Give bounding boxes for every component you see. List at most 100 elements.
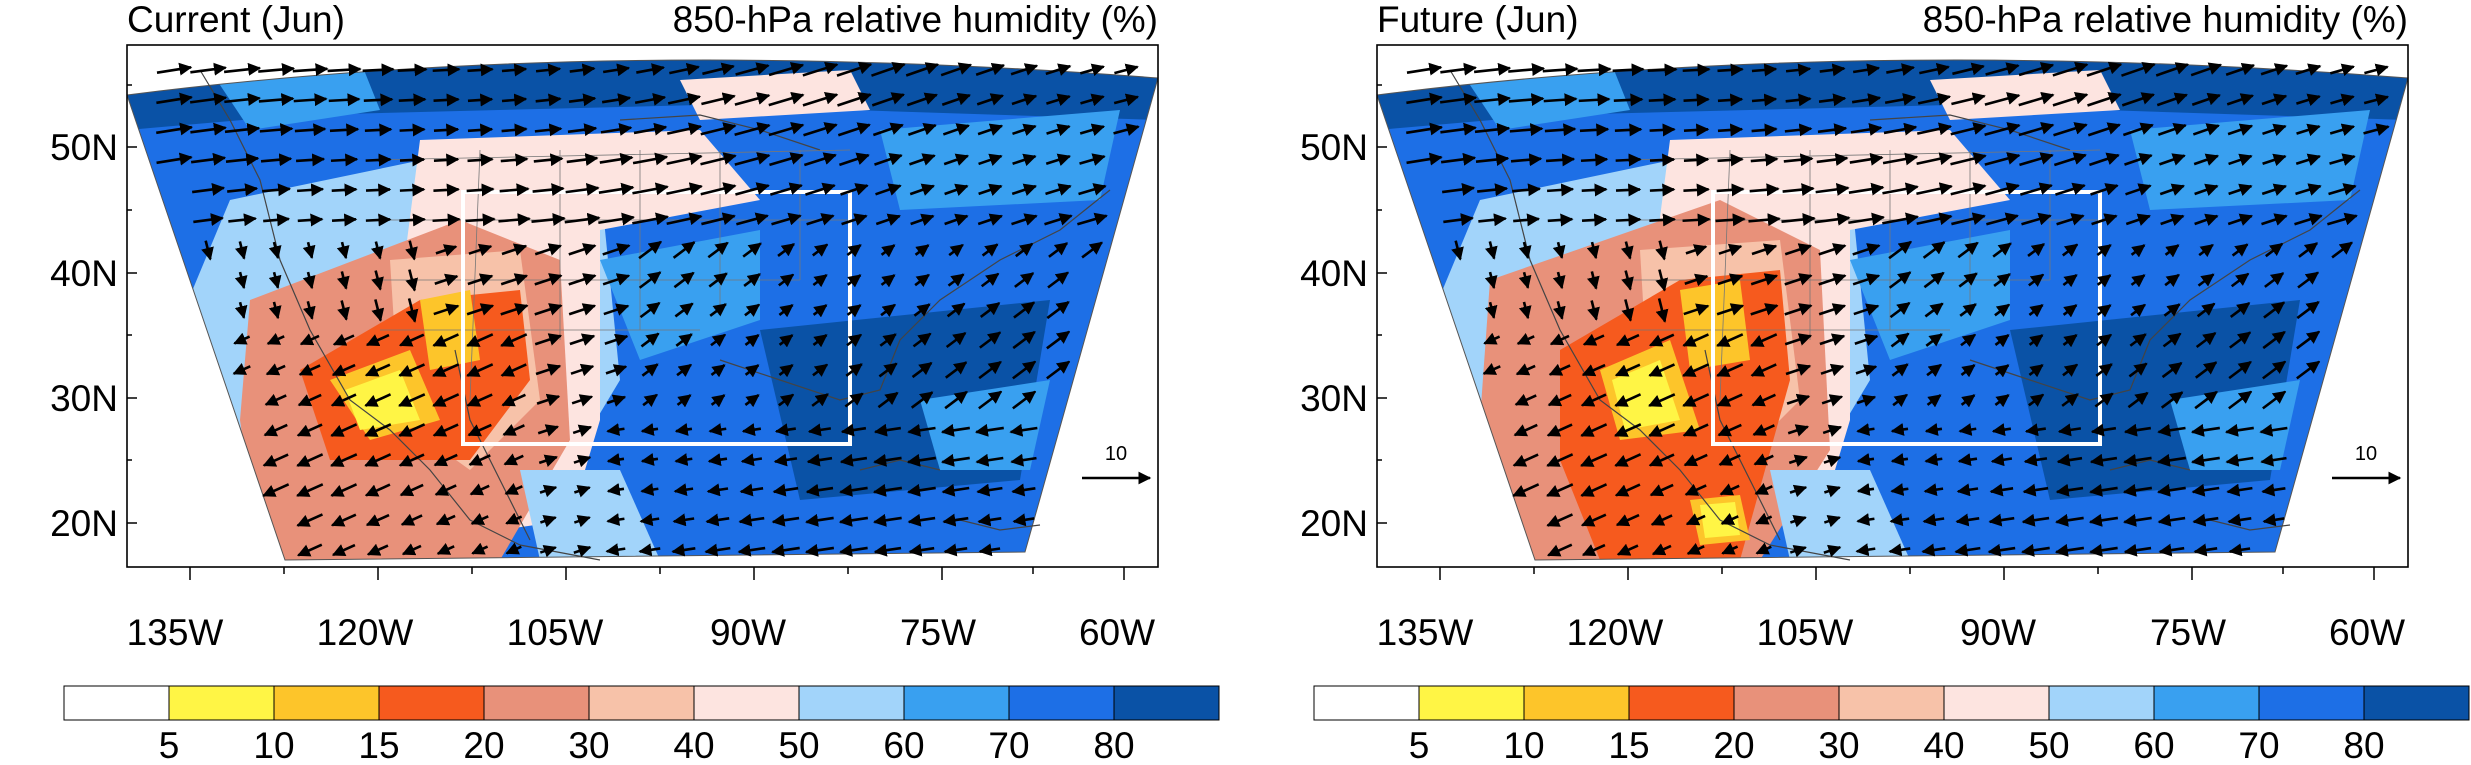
- wind-vector: [467, 123, 494, 137]
- wind-vector: [2263, 301, 2286, 319]
- wind-vector: [329, 123, 360, 137]
- wind-vector: [1823, 484, 1841, 498]
- wind-vector: [2330, 93, 2355, 107]
- wind-vector: [1682, 363, 1710, 377]
- wind-vector: [1952, 62, 1985, 76]
- wind-vector: [604, 333, 629, 347]
- wind-vector: [1580, 153, 1609, 167]
- wind-vector: [1440, 122, 1477, 136]
- wind-vector: [502, 423, 525, 436]
- wind-vector: [336, 241, 350, 260]
- colorbar: 5 10 15 20 30 40 50 60 70 80: [63, 685, 1220, 765]
- wind-vector: [296, 513, 324, 527]
- wind-vector: [734, 122, 771, 136]
- wind-vector: [1546, 483, 1574, 497]
- wind-vector: [910, 391, 934, 409]
- wind-vector: [640, 453, 659, 466]
- wind-vector: [302, 241, 316, 260]
- wind-vector: [1484, 241, 1498, 260]
- colorbar-swatch: [2048, 685, 2155, 721]
- wind-vector: [156, 152, 193, 166]
- colorbar-label: 30: [1818, 725, 1859, 765]
- wind-vector: [1960, 394, 1976, 408]
- wind-vector: [1114, 63, 1139, 77]
- wind-vector: [1113, 123, 1140, 136]
- wind-vector: [804, 543, 835, 557]
- wind-vector: [2087, 122, 2121, 137]
- wind-vector: [1614, 483, 1641, 497]
- wind-vector: [877, 391, 899, 409]
- wind-vector: [1818, 243, 1847, 256]
- wind-vector: [2086, 61, 2123, 77]
- wind-vector: [1717, 63, 1744, 77]
- wind-vector: [1512, 483, 1540, 497]
- wind-vector: [1648, 333, 1675, 347]
- wind-vector: [1719, 483, 1740, 496]
- wind-vector: [667, 92, 702, 106]
- wind-vector: [771, 543, 800, 557]
- wind-vector: [568, 273, 597, 286]
- wind-vector: [880, 274, 896, 288]
- wind-vector: [1547, 543, 1573, 557]
- wind-vector: [1046, 93, 1071, 107]
- wind-vector: [1889, 513, 1910, 527]
- wind-vector: [1612, 63, 1645, 77]
- wind-vector: [976, 483, 1003, 497]
- wind-vector: [2095, 363, 2113, 377]
- wind-vector: [1993, 273, 2011, 287]
- wind-vector: [467, 93, 494, 107]
- wind-vector: [666, 122, 703, 136]
- wind-vector: [1991, 423, 2012, 437]
- wind-vector: [1957, 241, 1979, 259]
- wind-vector: [1683, 303, 1710, 316]
- wind-vector: [156, 92, 193, 106]
- wind-vector: [1508, 93, 1545, 107]
- wind-vector: [947, 273, 965, 287]
- wind-vector: [1817, 123, 1848, 137]
- wind-vector: [1614, 453, 1642, 467]
- colorbar-swatch: [2153, 685, 2260, 721]
- wind-vector: [1923, 483, 1944, 497]
- lat-axis: 50N 40N 30N 20N: [50, 84, 137, 544]
- wind-vector: [707, 453, 728, 467]
- wind-vector: [435, 244, 458, 257]
- wind-vector: [943, 543, 968, 557]
- wind-vector: [2127, 391, 2149, 409]
- wind-vector: [1683, 123, 1710, 137]
- wind-vector: [1925, 333, 1943, 347]
- wind-vector: [773, 453, 798, 467]
- wind-vector: [504, 483, 523, 495]
- colorbar-label: 80: [1093, 725, 1134, 765]
- wind-vector: [1787, 424, 1810, 437]
- wind-vector: [2018, 62, 2055, 77]
- wind-vector: [2294, 213, 2323, 226]
- lon-label-60w: 60W: [1079, 612, 1155, 653]
- wind-vector: [2262, 330, 2286, 350]
- wind-vector: [2089, 483, 2118, 497]
- wind-vector: [1010, 63, 1039, 76]
- wind-vector: [566, 153, 599, 166]
- wind-vector: [1786, 393, 1811, 407]
- wind-vector: [432, 363, 460, 377]
- wind-vector: [2019, 152, 2054, 167]
- wind-vector: [398, 423, 426, 437]
- wind-vector: [666, 152, 703, 166]
- colorbar-label: 10: [253, 725, 294, 765]
- wind-vector: [1684, 483, 1707, 496]
- wind-vector: [465, 213, 496, 227]
- wind-vector: [2061, 393, 2079, 407]
- lat-label-50n: 50N: [50, 127, 118, 168]
- wind-vector: [190, 122, 227, 136]
- wind-vector: [1882, 212, 1919, 226]
- wind-vector: [1717, 153, 1744, 167]
- colorbar-swatch: [693, 685, 800, 721]
- wind-vector: [1922, 513, 1945, 527]
- wind-vector: [365, 183, 392, 197]
- lon-label-105w: 105W: [1757, 612, 1854, 653]
- wind-vector: [1046, 360, 1071, 380]
- wind-vector: [2024, 423, 2046, 437]
- wind-vector: [2261, 483, 2286, 497]
- wind-vector: [1682, 393, 1710, 407]
- wind-vector: [1475, 153, 1510, 166]
- wind-vector: [1647, 63, 1678, 77]
